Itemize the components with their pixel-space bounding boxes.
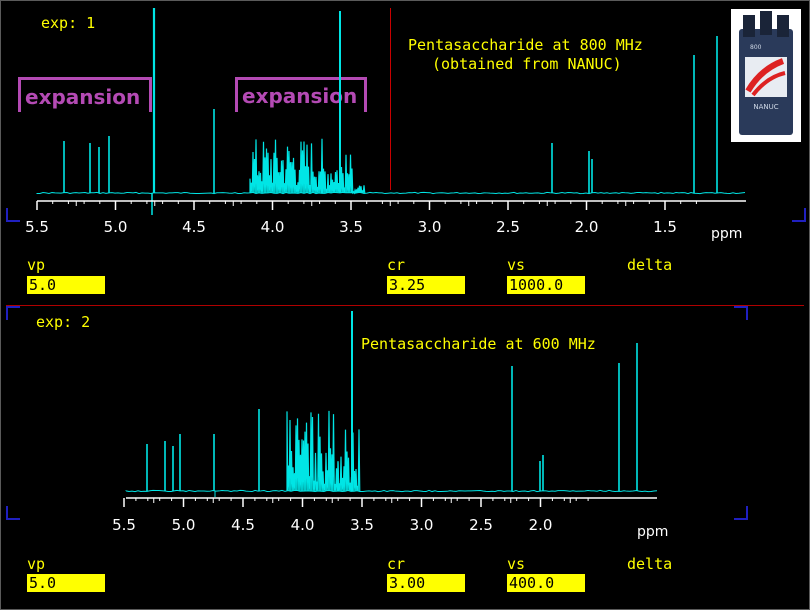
tick-label: 4.5: [231, 516, 255, 534]
corner-marker: [792, 208, 806, 222]
cr-label-2: cr: [387, 555, 406, 573]
vp-label-2: vp: [27, 555, 46, 573]
ppm-unit-label: ppm: [711, 226, 742, 242]
cr-field-1[interactable]: 3.25: [387, 276, 465, 294]
tick-label: 5.0: [104, 218, 128, 236]
corner-marker: [6, 506, 20, 520]
vp-field-1[interactable]: 5.0: [27, 276, 105, 294]
multiplet-cluster: [351, 185, 366, 195]
spectrum-trace-1: [36, 8, 746, 215]
tick-label: 1.5: [653, 218, 677, 236]
ppm-ticks-1: 5.5 5.0 4.5 4.0 3.5 3.0 2.5 2.0 1.5 ppm: [25, 201, 742, 242]
multiplet-cluster: [249, 138, 324, 194]
tick-label: 2.0: [529, 516, 553, 534]
tick-label: 3.0: [410, 516, 434, 534]
spectrum-subtitle-1: (obtained from NANUC): [432, 55, 622, 73]
exp-label-1: exp: 1: [41, 14, 96, 32]
tick-label: 2.0: [575, 218, 599, 236]
expansion-bracket-2[interactable]: [235, 77, 367, 112]
tick-label: 2.5: [496, 218, 520, 236]
ppm-unit-label: ppm: [637, 524, 668, 540]
tick-label: 5.5: [25, 218, 49, 236]
multiplet-cluster: [321, 154, 354, 194]
spectrum-trace-2: [125, 311, 658, 497]
delta-label-2: delta: [627, 555, 673, 573]
cr-field-2[interactable]: 3.00: [387, 574, 465, 592]
tick-label: 4.0: [291, 516, 315, 534]
logo-number: 800: [750, 44, 762, 51]
cursor-line[interactable]: [390, 8, 391, 190]
spectrum-title-2: Pentasaccharide at 600 MHz: [361, 335, 596, 353]
logo-text: NANUC: [753, 103, 778, 111]
spectrum-title-1: Pentasaccharide at 800 MHz: [408, 36, 643, 54]
vs-label-1: vs: [507, 256, 526, 274]
expansion-button-2[interactable]: expansion: [242, 84, 358, 108]
corner-marker: [6, 306, 20, 320]
expansion-bracket-1[interactable]: [18, 77, 152, 112]
tick-label: 4.0: [261, 218, 285, 236]
delta-label-1: delta: [627, 256, 673, 274]
tick-label: 5.0: [172, 516, 196, 534]
tick-label: 3.5: [339, 218, 363, 236]
vs-field-1[interactable]: 1000.0: [507, 276, 585, 294]
vp-label-1: vp: [27, 256, 46, 274]
vs-field-2[interactable]: 400.0: [507, 574, 585, 592]
panel-separator: [6, 305, 804, 306]
exp-label-2: exp: 2: [36, 313, 91, 331]
baseline: [125, 489, 658, 493]
vs-label-2: vs: [507, 555, 526, 573]
multiplet-cluster: [286, 410, 340, 492]
ppm-ticks-2: 5.5 5.0 4.5 4.0 3.5 3.0 2.5 2.0 ppm: [112, 498, 668, 540]
tick-label: 5.5: [112, 516, 136, 534]
expansion-button-1[interactable]: expansion: [25, 85, 141, 109]
spectrum-plot-1[interactable]: 5.5 5.0 4.5 4.0 3.5 3.0 2.5 2.0 1.5 ppm: [0, 0, 810, 310]
cr-label-1: cr: [387, 256, 406, 274]
tick-label: 2.5: [469, 516, 493, 534]
tick-label: 3.5: [350, 516, 374, 534]
tick-label: 4.5: [182, 218, 206, 236]
corner-marker: [734, 506, 748, 520]
multiplet-cluster: [337, 429, 361, 492]
nanuc-logo: NANUC 800: [731, 9, 801, 142]
tick-label: 3.0: [418, 218, 442, 236]
corner-marker: [6, 208, 20, 222]
corner-marker: [734, 306, 748, 320]
vp-field-2[interactable]: 5.0: [27, 574, 105, 592]
